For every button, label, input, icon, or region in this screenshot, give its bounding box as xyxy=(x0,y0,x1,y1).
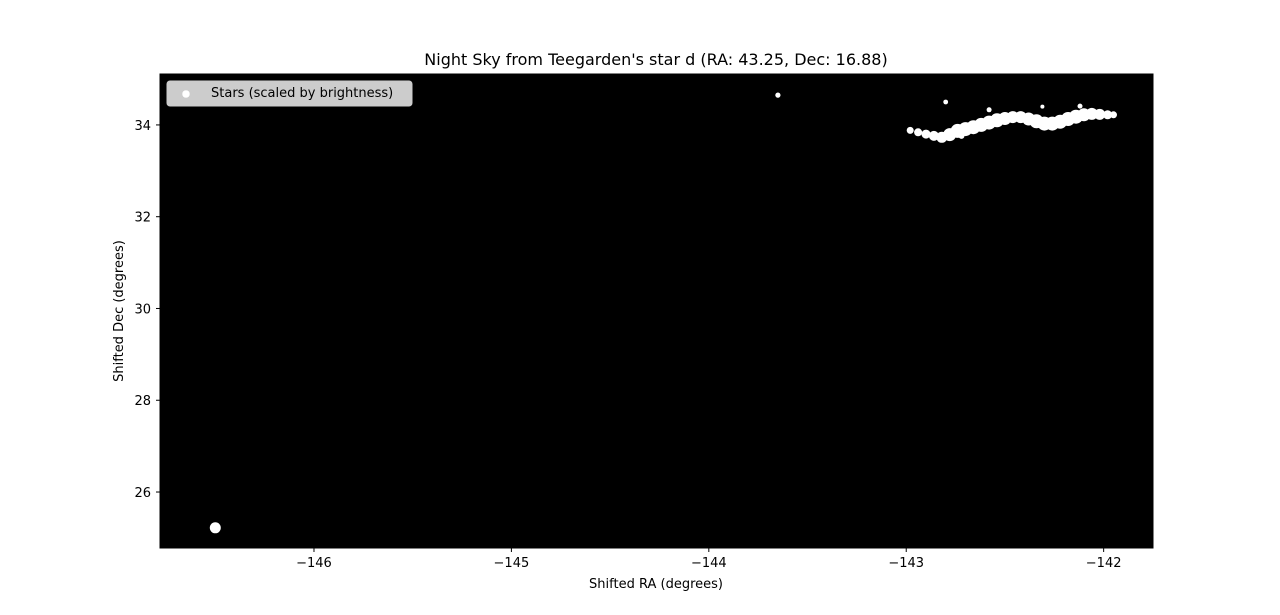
star-point-32 xyxy=(1077,103,1083,109)
star-point-3 xyxy=(906,126,914,134)
plot-area xyxy=(160,74,1153,548)
y-tick-label-4: 34 xyxy=(134,119,151,134)
star-point-30 xyxy=(1040,104,1045,109)
y-tick-label-3: 32 xyxy=(134,211,151,226)
star-point-0 xyxy=(209,522,221,534)
star-point-1 xyxy=(775,92,781,98)
legend-marker xyxy=(181,89,191,99)
star-point-33 xyxy=(958,132,965,139)
star-point-27 xyxy=(1094,108,1106,120)
x-tick-label-0: −146 xyxy=(296,556,332,571)
x-tick-label-3: −143 xyxy=(888,556,924,571)
star-point-2 xyxy=(943,99,949,105)
x-tick-label-2: −144 xyxy=(691,556,727,571)
star-points xyxy=(209,92,1117,534)
x-axis-label: Shifted RA (degrees) xyxy=(589,577,723,592)
star-point-28 xyxy=(1103,110,1113,120)
star-point-6 xyxy=(928,130,939,141)
star-point-26 xyxy=(1085,107,1098,120)
x-tick-label-4: −142 xyxy=(1086,556,1122,571)
plot-frame xyxy=(159,73,1154,549)
y-axis-label: Shifted Dec (degrees) xyxy=(112,240,127,382)
star-point-4 xyxy=(914,128,923,137)
legend-box xyxy=(166,80,413,107)
star-point-29 xyxy=(1110,111,1117,119)
star-point-5 xyxy=(921,129,931,139)
y-axis-ticks: 26 28 30 32 34 xyxy=(134,119,160,501)
y-tick-label-1: 28 xyxy=(134,394,151,409)
y-tick-label-2: 30 xyxy=(134,302,151,317)
star-point-31 xyxy=(986,107,992,113)
legend: Stars (scaled by brightness) xyxy=(166,80,413,107)
x-axis-ticks: −146 −145 −144 −143 −142 xyxy=(296,548,1122,571)
chart-title: Night Sky from Teegarden's star d (RA: 4… xyxy=(424,50,887,69)
y-tick-label-0: 26 xyxy=(134,486,151,501)
legend-entry: Stars (scaled by brightness) xyxy=(211,86,393,101)
x-tick-label-1: −145 xyxy=(494,556,530,571)
